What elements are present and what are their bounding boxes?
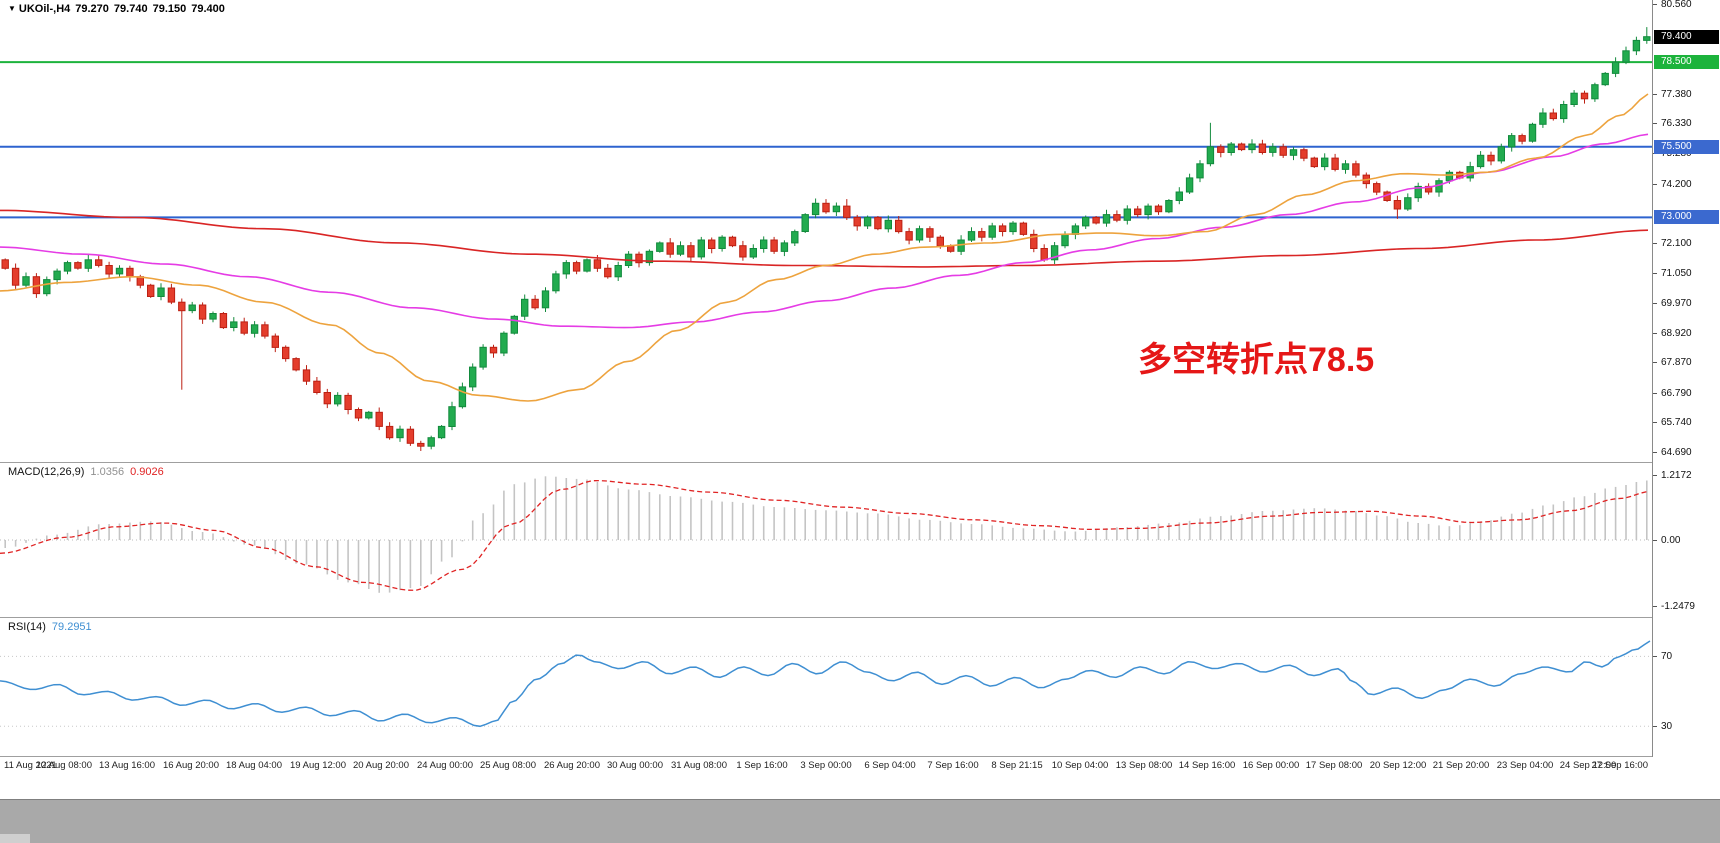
- price-tick-mark: [1653, 362, 1657, 363]
- price-tick-mark: [1653, 4, 1657, 5]
- macd-signal-value: 0.9026: [130, 466, 164, 478]
- quote-close: 79.400: [191, 3, 225, 15]
- time-label: 7 Sep 16:00: [927, 760, 979, 771]
- price-tick-mark: [1653, 303, 1657, 304]
- rsi-tick-mark: [1653, 656, 1657, 657]
- time-label: 16 Aug 20:00: [163, 760, 219, 771]
- time-label: 21 Sep 20:00: [1432, 760, 1490, 771]
- quote-bar[interactable]: ▼ UKOil-,H4 79.270 79.740 79.150 79.400: [8, 3, 230, 15]
- rsi-level-label: 70: [1661, 651, 1673, 663]
- quote-low: 79.150: [152, 3, 187, 15]
- horizontal-scrollbar-track[interactable]: [0, 799, 1720, 843]
- time-label: 24 Aug 00:00: [417, 760, 473, 771]
- macd-tick-label: 0.00: [1661, 535, 1681, 546]
- price-level-badge: 73.000: [1654, 210, 1719, 225]
- time-label: 23 Sep 04:00: [1496, 760, 1554, 771]
- time-label: 16 Sep 00:00: [1242, 760, 1300, 771]
- time-label: 27 Sep 16:00: [1591, 760, 1648, 771]
- price-tick-mark: [1653, 243, 1657, 244]
- price-level-badge: 79.400: [1654, 29, 1719, 44]
- time-label: 18 Aug 04:00: [226, 760, 282, 771]
- time-label: 1 Sep 16:00: [736, 760, 788, 771]
- price-tick-mark: [1653, 333, 1657, 334]
- price-tick-label: 68.920: [1661, 327, 1692, 339]
- time-label: 17 Sep 08:00: [1305, 760, 1363, 771]
- horizontal-scrollbar-thumb[interactable]: [0, 834, 30, 843]
- rsi-name: RSI(14): [8, 621, 46, 633]
- price-tick-label: 69.970: [1661, 298, 1692, 309]
- macd-tick-mark: [1653, 475, 1657, 476]
- rsi-label: RSI(14) 79.2951: [8, 621, 98, 633]
- time-label: 24 Sep 12:00: [1559, 760, 1617, 771]
- pivot-annotation-text[interactable]: 多空转折点78.5: [1138, 341, 1375, 379]
- price-tick-label: 77.380: [1661, 88, 1692, 100]
- time-label: 30 Aug 00:00: [607, 760, 663, 771]
- time-label: 20 Aug 20:00: [353, 760, 409, 771]
- time-label: 31 Aug 08:00: [671, 760, 727, 771]
- symbol-dropdown-icon[interactable]: ▼: [8, 4, 16, 13]
- macd-tick-mark: [1653, 606, 1657, 607]
- macd-label: MACD(12,26,9) 1.0356 0.9026: [8, 466, 170, 478]
- price-tick-mark: [1653, 452, 1657, 453]
- panel-divider-macd[interactable]: [0, 462, 1720, 463]
- time-label: 20 Sep 12:00: [1369, 760, 1427, 771]
- price-tick-label: 72.100: [1661, 237, 1692, 249]
- time-label: 14 Sep 16:00: [1178, 760, 1236, 771]
- macd-tick-label: -1.2479: [1661, 601, 1695, 613]
- rsi-tick-mark: [1653, 726, 1657, 727]
- price-tick-label: 64.690: [1661, 447, 1692, 459]
- price-tick-label: 65.740: [1661, 417, 1692, 429]
- macd-main-value: 1.0356: [90, 466, 125, 478]
- price-tick-mark: [1653, 123, 1657, 124]
- price-tick-label: 74.200: [1661, 178, 1692, 190]
- quote-high: 79.740: [113, 3, 148, 15]
- macd-name: MACD(12,26,9): [8, 466, 85, 478]
- price-tick-mark: [1653, 393, 1657, 394]
- time-label: 10 Sep 04:00: [1051, 760, 1109, 771]
- price-tick-label: 66.790: [1661, 387, 1692, 399]
- rsi-level-label: 30: [1661, 721, 1673, 733]
- time-label: 25 Aug 08:00: [480, 760, 536, 771]
- rsi-value: 79.2951: [51, 621, 92, 633]
- time-label: 12 Aug 08:00: [36, 760, 92, 771]
- time-label: 26 Aug 20:00: [544, 760, 600, 771]
- price-tick-mark: [1653, 273, 1657, 274]
- price-tick-label: 71.050: [1661, 267, 1692, 279]
- macd-tick-mark: [1653, 540, 1657, 541]
- quote-open: 79.270: [75, 3, 109, 15]
- panel-divider-rsi[interactable]: [0, 617, 1720, 618]
- symbol-timeframe: UKOil-,H4: [18, 3, 71, 15]
- price-tick-mark: [1653, 422, 1657, 423]
- macd-indicator-chart[interactable]: [0, 463, 1652, 617]
- price-tick-mark: [1653, 184, 1657, 185]
- time-label: 6 Sep 04:00: [864, 760, 916, 771]
- time-label: 13 Sep 08:00: [1115, 760, 1173, 771]
- macd-tick-label: 1.2172: [1661, 470, 1692, 482]
- price-tick-label: 80.560: [1661, 0, 1692, 10]
- candlestick-chart[interactable]: [0, 0, 1652, 462]
- rsi-indicator-chart[interactable]: [0, 618, 1652, 756]
- price-axis[interactable]: 80.56077.38076.33075.28074.20072.10071.0…: [1652, 0, 1720, 757]
- time-label: 13 Aug 16:00: [99, 760, 155, 771]
- price-tick-label: 76.330: [1661, 118, 1692, 130]
- time-axis[interactable]: 11 Aug 2021 12 Aug 08:00 13 Aug 16:00 16 Au…: [0, 757, 1720, 799]
- time-label: 8 Sep 21:15: [991, 760, 1043, 771]
- price-tick-mark: [1653, 94, 1657, 95]
- price-tick-label: 67.870: [1661, 357, 1692, 369]
- price-level-badge: 75.500: [1654, 139, 1719, 154]
- time-label: 3 Sep 00:00: [800, 760, 852, 771]
- time-label: 19 Aug 12:00: [290, 760, 346, 771]
- price-level-badge: 78.500: [1654, 55, 1719, 70]
- panel-divider-timeaxis: [0, 756, 1720, 757]
- time-label: 11 Aug 2021: [4, 760, 57, 771]
